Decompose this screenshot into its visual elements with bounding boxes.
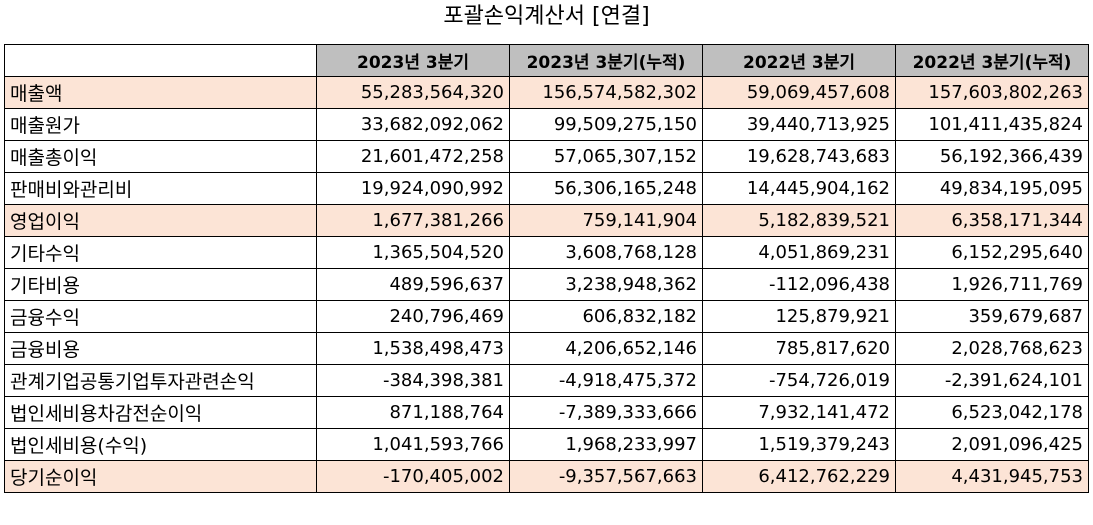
cell-value: -2,391,624,101 bbox=[895, 364, 1089, 397]
row-label: 법인세비용(수익) bbox=[4, 428, 317, 461]
cell-value: 5,182,839,521 bbox=[702, 204, 896, 237]
cell-value: 1,519,379,243 bbox=[702, 428, 896, 461]
cell-value: 1,677,381,266 bbox=[316, 204, 510, 237]
row-label: 법인세비용차감전순이익 bbox=[4, 396, 317, 429]
cell-value: 99,509,275,150 bbox=[509, 108, 703, 141]
cell-value: 2,091,096,425 bbox=[895, 428, 1089, 461]
cell-value: 4,206,652,146 bbox=[509, 332, 703, 365]
cell-value: 1,968,233,997 bbox=[509, 428, 703, 461]
cell-value: 240,796,469 bbox=[316, 300, 510, 333]
cell-value: -754,726,019 bbox=[702, 364, 896, 397]
table-row: 법인세비용(수익) 1,041,593,766 1,968,233,997 1,519… bbox=[4, 428, 1089, 461]
cell-value: 55,283,564,320 bbox=[316, 76, 510, 109]
cell-value: 359,679,687 bbox=[895, 300, 1089, 333]
cell-value: 57,065,307,152 bbox=[509, 140, 703, 173]
row-label: 영업이익 bbox=[4, 204, 317, 237]
cell-value: 156,574,582,302 bbox=[509, 76, 703, 109]
cell-value: 56,192,366,439 bbox=[895, 140, 1089, 173]
cell-value: 3,608,768,128 bbox=[509, 236, 703, 269]
income-statement-table: 2023년 3분기 2023년 3분기(누적) 2022년 3분기 2022년 … bbox=[4, 44, 1089, 493]
cell-value: -384,398,381 bbox=[316, 364, 510, 397]
cell-value: 785,817,620 bbox=[702, 332, 896, 365]
cell-value: 39,440,713,925 bbox=[702, 108, 896, 141]
table-row: 매출총이익 21,601,472,258 57,065,307,152 19,628,… bbox=[4, 140, 1089, 173]
column-header: 2022년 3분기 bbox=[702, 44, 896, 77]
row-label: 판매비와관리비 bbox=[4, 172, 317, 205]
cell-value: 6,152,295,640 bbox=[895, 236, 1089, 269]
page-title: 포괄손익계산서 [연결] bbox=[443, 4, 650, 29]
cell-value: -4,918,475,372 bbox=[509, 364, 703, 397]
cell-value: 1,926,711,769 bbox=[895, 268, 1089, 301]
row-label: 매출액 bbox=[4, 76, 317, 109]
cell-value: 157,603,802,263 bbox=[895, 76, 1089, 109]
cell-value: -170,405,002 bbox=[316, 460, 510, 493]
row-label: 금융비용 bbox=[4, 332, 317, 365]
cell-value: -9,357,567,663 bbox=[509, 460, 703, 493]
cell-value: 19,924,090,992 bbox=[316, 172, 510, 205]
table-row: 기타비용 489,596,637 3,238,948,362 -112,096,438… bbox=[4, 268, 1089, 301]
cell-value: 4,051,869,231 bbox=[702, 236, 896, 269]
cell-value: 6,523,042,178 bbox=[895, 396, 1089, 429]
cell-value: 56,306,165,248 bbox=[509, 172, 703, 205]
header-row: 2023년 3분기 2023년 3분기(누적) 2022년 3분기 2022년 … bbox=[4, 44, 1089, 77]
cell-value: 1,041,593,766 bbox=[316, 428, 510, 461]
cell-value: 2,028,768,623 bbox=[895, 332, 1089, 365]
table-row: 매출원가 33,682,092,062 99,509,275,150 39,440,7… bbox=[4, 108, 1089, 141]
cell-value: 606,832,182 bbox=[509, 300, 703, 333]
row-label: 기타수익 bbox=[4, 236, 317, 269]
cell-value: 125,879,921 bbox=[702, 300, 896, 333]
row-label: 금융수익 bbox=[4, 300, 317, 333]
cell-value: 6,358,171,344 bbox=[895, 204, 1089, 237]
cell-value: 3,238,948,362 bbox=[509, 268, 703, 301]
cell-value: 1,538,498,473 bbox=[316, 332, 510, 365]
cell-value: 21,601,472,258 bbox=[316, 140, 510, 173]
table-row: 관계기업공통기업투자관련손익 -384,398,381 -4,918,475,372… bbox=[4, 364, 1089, 397]
cell-value: 59,069,457,608 bbox=[702, 76, 896, 109]
column-header: 2022년 3분기(누적) bbox=[895, 44, 1089, 77]
row-label: 관계기업공통기업투자관련손익 bbox=[4, 364, 317, 397]
cell-value: 14,445,904,162 bbox=[702, 172, 896, 205]
row-label: 당기순이익 bbox=[4, 460, 317, 493]
cell-value: -7,389,333,666 bbox=[509, 396, 703, 429]
row-label: 매출원가 bbox=[4, 108, 317, 141]
cell-value: 1,365,504,520 bbox=[316, 236, 510, 269]
row-label: 매출총이익 bbox=[4, 140, 317, 173]
cell-value: 4,431,945,753 bbox=[895, 460, 1089, 493]
table-row: 금융비용 1,538,498,473 4,206,652,146 785,817,62… bbox=[4, 332, 1089, 365]
table-row: 영업이익 1,677,381,266 759,141,904 5,182,839,52… bbox=[4, 204, 1089, 237]
column-header: 2023년 3분기(누적) bbox=[509, 44, 703, 77]
cell-value: 759,141,904 bbox=[509, 204, 703, 237]
table-row: 법인세비용차감전순이익 871,188,764 -7,389,333,666 7,93… bbox=[4, 396, 1089, 429]
cell-value: 7,932,141,472 bbox=[702, 396, 896, 429]
cell-value: 19,628,743,683 bbox=[702, 140, 896, 173]
column-header: 2023년 3분기 bbox=[316, 44, 510, 77]
table-row: 판매비와관리비 19,924,090,992 56,306,165,248 14,44… bbox=[4, 172, 1089, 205]
table-row: 매출액 55,283,564,320 156,574,582,302 59,069,4… bbox=[4, 76, 1089, 109]
cell-value: 49,834,195,095 bbox=[895, 172, 1089, 205]
cell-value: -112,096,438 bbox=[702, 268, 896, 301]
cell-value: 489,596,637 bbox=[316, 268, 510, 301]
table-row: 금융수익 240,796,469 606,832,182 125,879,921 359… bbox=[4, 300, 1089, 333]
table-row: 기타수익 1,365,504,520 3,608,768,128 4,051,869,… bbox=[4, 236, 1089, 269]
cell-value: 6,412,762,229 bbox=[702, 460, 896, 493]
row-label: 기타비용 bbox=[4, 268, 317, 301]
table-row: 당기순이익 -170,405,002 -9,357,567,663 6,412,762… bbox=[4, 460, 1089, 493]
header-corner bbox=[4, 44, 317, 77]
cell-value: 101,411,435,824 bbox=[895, 108, 1089, 141]
cell-value: 871,188,764 bbox=[316, 396, 510, 429]
cell-value: 33,682,092,062 bbox=[316, 108, 510, 141]
